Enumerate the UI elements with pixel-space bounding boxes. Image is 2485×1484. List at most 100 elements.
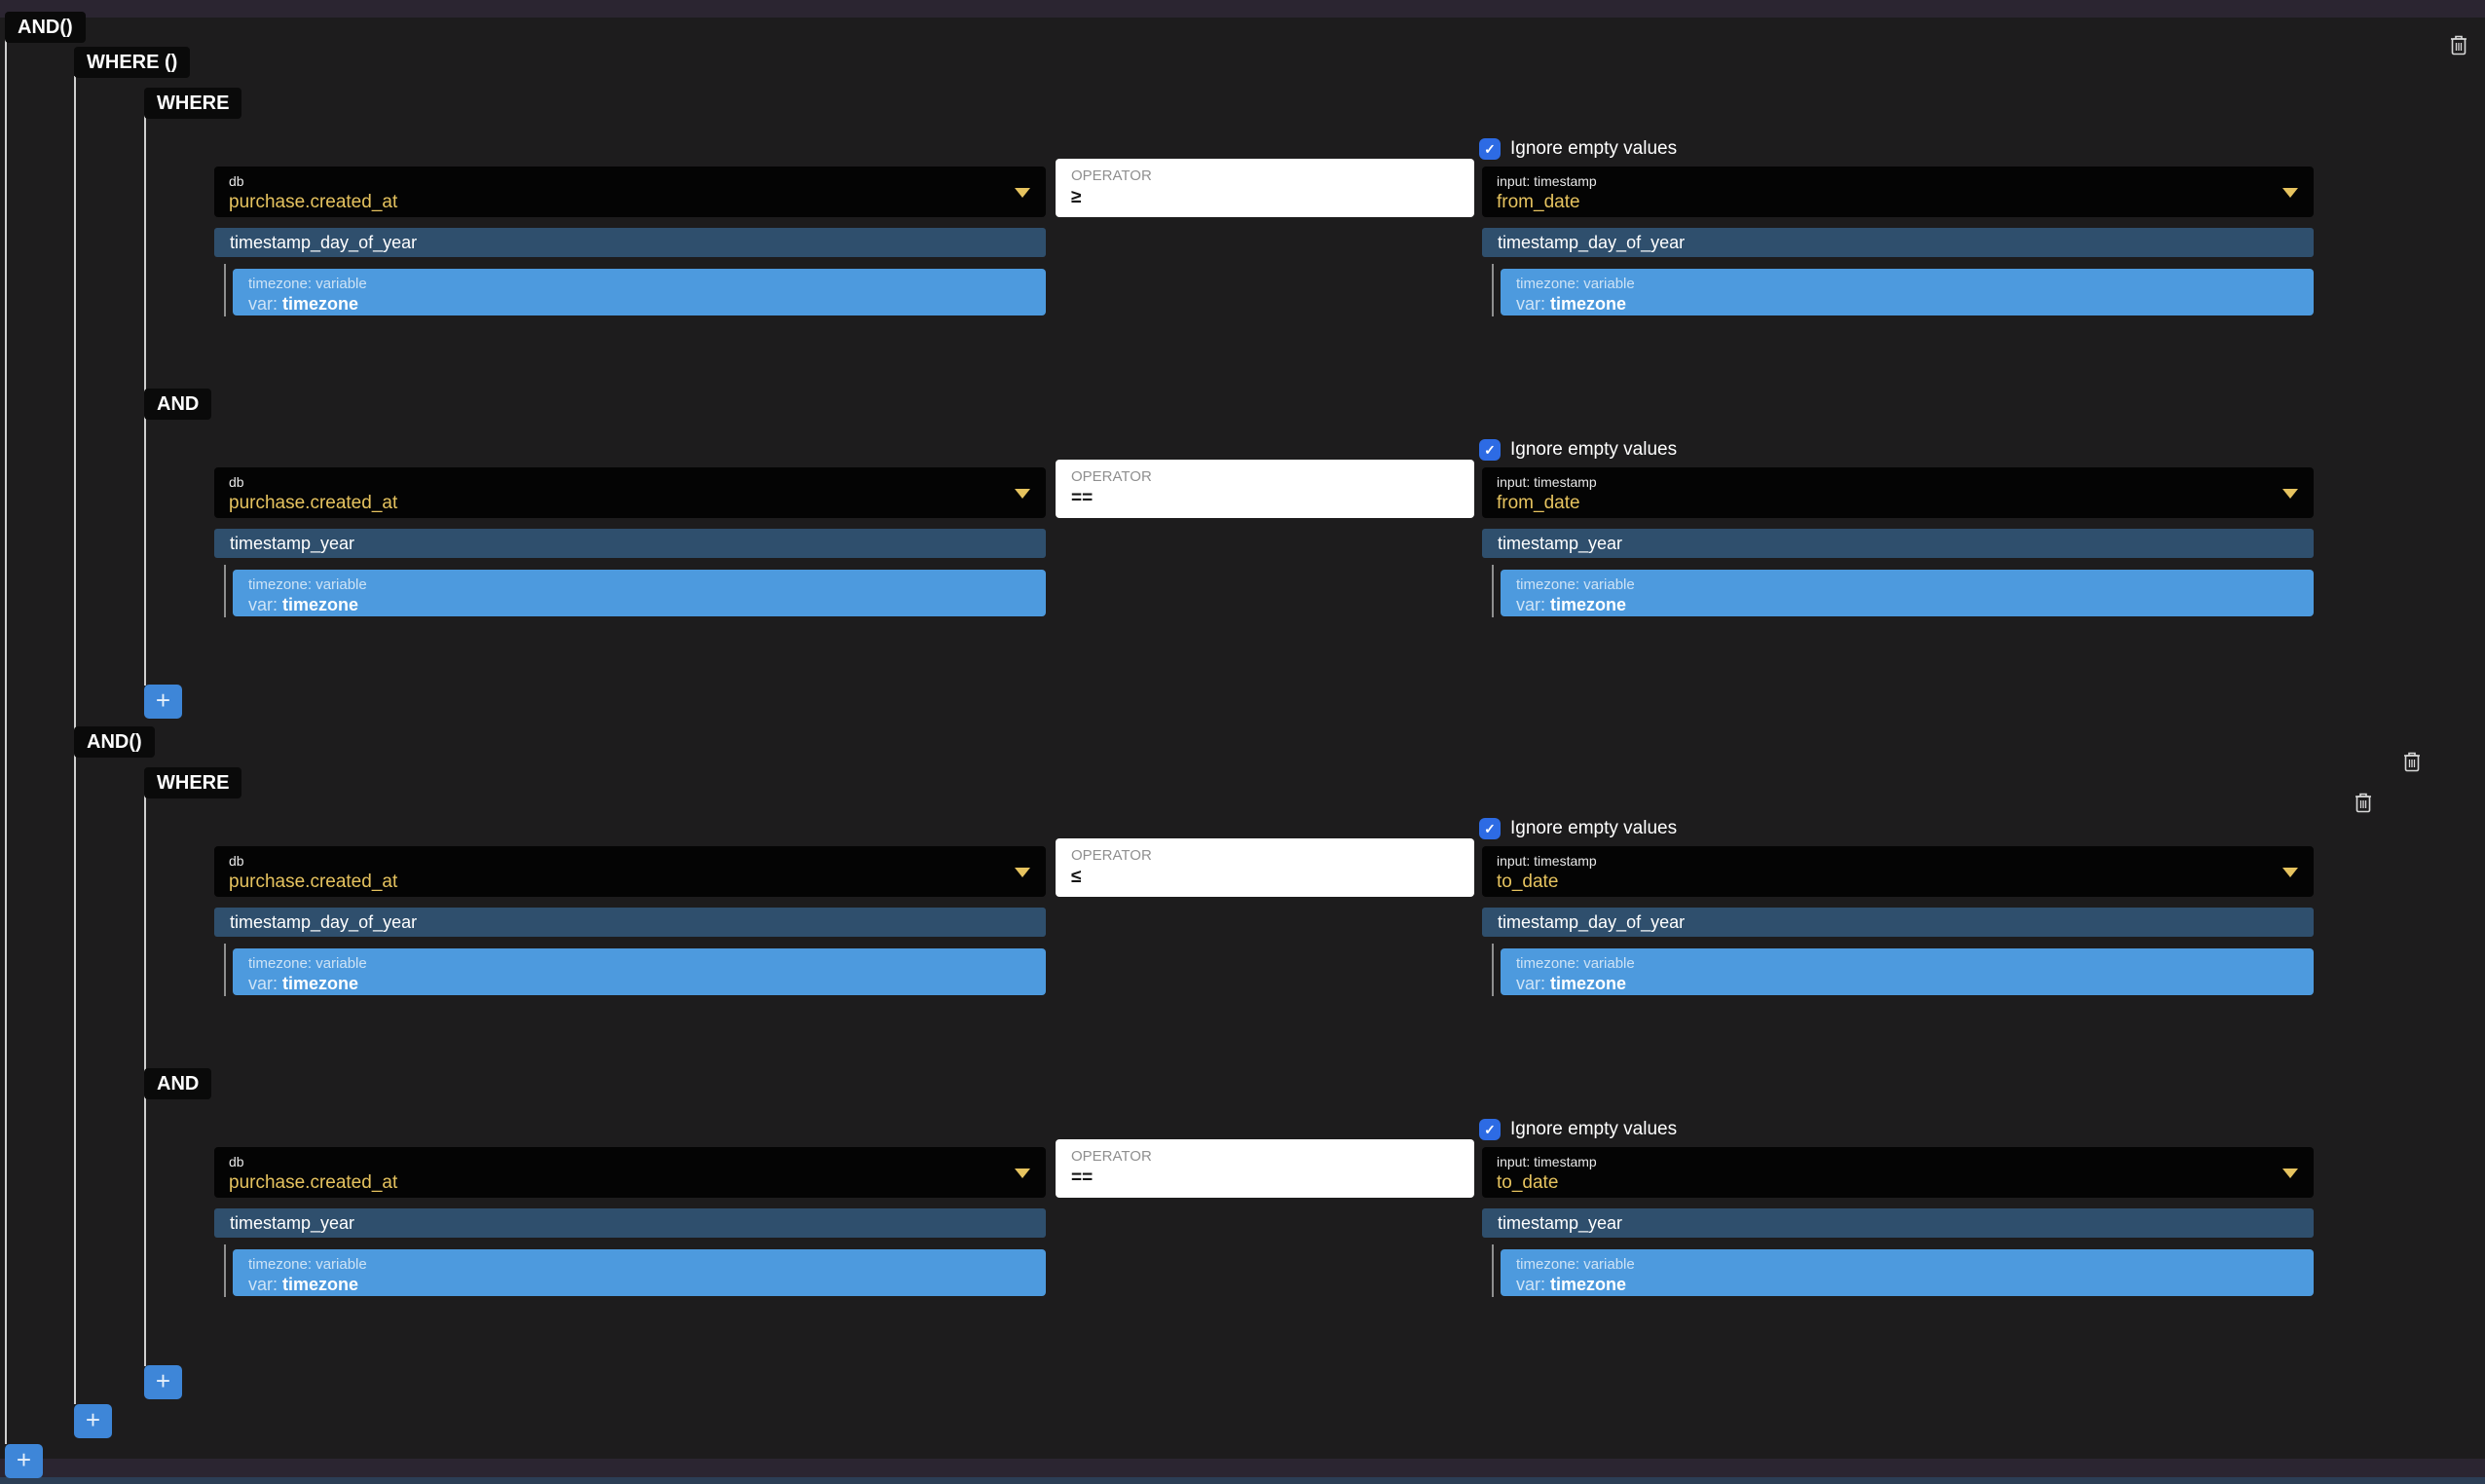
trash-icon[interactable] (2401, 750, 2423, 773)
operator-value: == (1071, 488, 1094, 508)
operator-caption: OPERATOR (1071, 167, 1152, 184)
timezone-variable-node[interactable]: timezone: variable var: timezone (233, 1249, 1046, 1296)
var-prefix: var: (248, 595, 278, 614)
add-root-item-button[interactable]: + (5, 1444, 43, 1478)
transform-node[interactable]: timestamp_year (1482, 529, 2314, 558)
operator-caption: OPERATOR (1071, 847, 1152, 864)
operator-value: == (1071, 1168, 1094, 1188)
var-value: timezone (282, 974, 359, 993)
input-select-value: from_date (1497, 192, 1580, 212)
input-timestamp-select[interactable]: input: timestamp from_date (1482, 467, 2314, 518)
db-select-value: purchase.created_at (229, 192, 398, 212)
db-select-value: purchase.created_at (229, 493, 398, 513)
transform-node[interactable]: timestamp_day_of_year (214, 908, 1046, 937)
ignore-empty-checkbox[interactable]: ✓ (1479, 1119, 1501, 1140)
var-value: timezone (282, 595, 359, 614)
ignore-empty-values-row: ✓ Ignore empty values (1479, 439, 1677, 461)
chevron-down-icon (2282, 188, 2298, 198)
chevron-down-icon (2282, 1169, 2298, 1178)
node-connector-line (1492, 565, 1494, 617)
input-select-caption: input: timestamp (1497, 474, 1597, 490)
top-frame-bar (0, 0, 2485, 18)
chevron-down-icon (2282, 868, 2298, 877)
input-select-value: from_date (1497, 493, 1580, 513)
condition-row: WHERE db purchase.created_at OPERATOR ≤ … (0, 767, 2485, 1002)
node-connector-line (224, 565, 226, 617)
var-value: timezone (282, 294, 359, 314)
timezone-variable-node[interactable]: timezone: variable var: timezone (233, 948, 1046, 995)
node-connector-line (1492, 1244, 1494, 1297)
var-prefix: var: (1516, 974, 1546, 993)
operator-input[interactable]: OPERATOR ≥ (1056, 159, 1474, 217)
timezone-node-caption: timezone: variable (1516, 576, 1635, 593)
timezone-variable-node[interactable]: timezone: variable var: timezone (1501, 570, 2314, 616)
transform-node[interactable]: timestamp_day_of_year (1482, 908, 2314, 937)
ignore-empty-checkbox[interactable]: ✓ (1479, 138, 1501, 160)
transform-node[interactable]: timestamp_year (214, 1208, 1046, 1238)
transform-node[interactable]: timestamp_day_of_year (214, 228, 1046, 257)
ignore-empty-checkbox[interactable]: ✓ (1479, 439, 1501, 461)
add-condition-button[interactable]: + (144, 685, 182, 719)
var-prefix: var: (248, 974, 278, 993)
db-field-select[interactable]: db purchase.created_at (214, 167, 1046, 217)
transform-node[interactable]: timestamp_year (1482, 1208, 2314, 1238)
input-select-value: to_date (1497, 1172, 1559, 1193)
ignore-empty-label: Ignore empty values (1510, 138, 1678, 159)
transform-node[interactable]: timestamp_year (214, 529, 1046, 558)
ignore-empty-label: Ignore empty values (1510, 818, 1678, 838)
db-field-select[interactable]: db purchase.created_at (214, 467, 1046, 518)
var-value: timezone (1550, 294, 1627, 314)
db-field-select[interactable]: db purchase.created_at (214, 1147, 1046, 1198)
timezone-variable-node[interactable]: timezone: variable var: timezone (1501, 1249, 2314, 1296)
timezone-node-caption: timezone: variable (248, 1256, 367, 1273)
db-field-select[interactable]: db purchase.created_at (214, 846, 1046, 897)
chevron-down-icon (1015, 1169, 1030, 1178)
chevron-down-icon (2282, 489, 2298, 499)
input-select-caption: input: timestamp (1497, 853, 1597, 869)
node-connector-line (224, 264, 226, 316)
ignore-empty-values-row: ✓ Ignore empty values (1479, 1119, 1677, 1140)
check-icon: ✓ (1484, 821, 1496, 836)
node-connector-line (1492, 944, 1494, 996)
chevron-down-icon (1015, 489, 1030, 499)
var-prefix: var: (248, 1275, 278, 1294)
input-timestamp-select[interactable]: input: timestamp from_date (1482, 167, 2314, 217)
add-condition-button[interactable]: + (144, 1365, 182, 1399)
trash-icon[interactable] (2448, 33, 2469, 56)
timezone-variable-node[interactable]: timezone: variable var: timezone (1501, 948, 2314, 995)
input-select-caption: input: timestamp (1497, 173, 1597, 189)
timezone-variable-node[interactable]: timezone: variable var: timezone (233, 570, 1046, 616)
transform-node[interactable]: timestamp_day_of_year (1482, 228, 2314, 257)
timezone-node-caption: timezone: variable (1516, 276, 1635, 292)
timezone-node-caption: timezone: variable (1516, 1256, 1635, 1273)
var-value: timezone (282, 1275, 359, 1294)
operator-input[interactable]: OPERATOR == (1056, 460, 1474, 518)
input-timestamp-select[interactable]: input: timestamp to_date (1482, 1147, 2314, 1198)
operator-caption: OPERATOR (1071, 468, 1152, 485)
operator-input[interactable]: OPERATOR ≤ (1056, 838, 1474, 897)
var-value: timezone (1550, 1275, 1627, 1294)
check-icon: ✓ (1484, 442, 1496, 458)
var-prefix: var: (248, 294, 278, 314)
ignore-empty-checkbox[interactable]: ✓ (1479, 818, 1501, 839)
timezone-variable-node[interactable]: timezone: variable var: timezone (233, 269, 1046, 315)
trash-icon[interactable] (2353, 791, 2374, 814)
db-select-caption: db (229, 1154, 244, 1169)
operator-input[interactable]: OPERATOR == (1056, 1139, 1474, 1198)
db-select-caption: db (229, 173, 244, 189)
timezone-node-caption: timezone: variable (248, 576, 367, 593)
node-connector-line (224, 1244, 226, 1297)
input-timestamp-select[interactable]: input: timestamp to_date (1482, 846, 2314, 897)
condition-row: AND db purchase.created_at OPERATOR == ✓… (0, 1068, 2485, 1303)
condition-row: AND db purchase.created_at OPERATOR == ✓… (0, 389, 2485, 623)
bottom-frame-bar (0, 1459, 2485, 1477)
node-connector-line (1492, 264, 1494, 316)
connector-label: AND (144, 1068, 212, 1099)
chevron-down-icon (1015, 188, 1030, 198)
add-group-button[interactable]: + (74, 1404, 112, 1438)
timezone-variable-node[interactable]: timezone: variable var: timezone (1501, 269, 2314, 315)
connector-label: WHERE (144, 767, 242, 798)
db-select-value: purchase.created_at (229, 1172, 398, 1193)
where-group-label: WHERE () (74, 47, 191, 78)
